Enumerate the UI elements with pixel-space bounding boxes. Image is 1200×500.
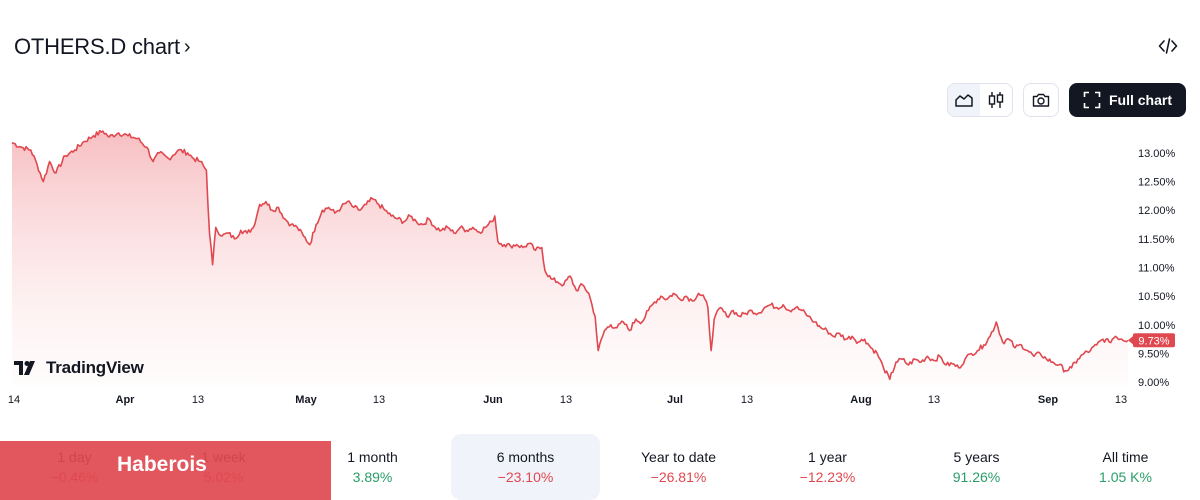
y-tick-label: 12.00% xyxy=(1138,205,1176,217)
last-value-badge-bg xyxy=(1133,333,1175,348)
tradingview-logo-text: TradingView xyxy=(46,358,144,377)
x-tick-label: Sep xyxy=(1038,394,1058,406)
x-axis: 14 Apr 13 May 13 Jun 13 Jul 13 Aug 13 Sep 13 xyxy=(8,394,1127,406)
period-change: 1.05 K% xyxy=(1099,469,1152,485)
period-change: 3.89% xyxy=(352,469,393,485)
y-tick-label: 9.50% xyxy=(1138,348,1169,360)
area-chart-button[interactable] xyxy=(947,84,980,116)
period-change: −23.10% xyxy=(497,469,554,485)
chart-style-toggle xyxy=(946,83,1013,117)
period-label: 1 month xyxy=(347,449,398,465)
candlestick-icon xyxy=(988,92,1004,108)
fullscreen-icon xyxy=(1083,91,1101,109)
y-axis: 13.00% 12.50% 12.00% 11.50% 11.00% 10.50% 10.0… xyxy=(1138,148,1176,389)
period-change: −12.23% xyxy=(799,469,856,485)
y-tick-label: 10.50% xyxy=(1138,291,1176,303)
chart-toolbar: Full chart xyxy=(946,83,1186,117)
period-tab[interactable]: 1 month 3.89% xyxy=(298,434,447,500)
candlestick-button[interactable] xyxy=(980,84,1012,116)
x-tick-label: Jun xyxy=(483,394,503,406)
last-value-label: 9.73% xyxy=(1138,335,1169,347)
y-tick-label: 12.50% xyxy=(1138,177,1176,189)
tradingview-logo[interactable]: TradingView xyxy=(14,358,144,378)
chart-series-line xyxy=(11,130,1129,381)
tradingview-logo-icon xyxy=(14,361,35,375)
x-tick-label: 13 xyxy=(928,394,940,406)
y-tick-label: 11.50% xyxy=(1138,234,1175,246)
camera-icon xyxy=(1032,93,1050,107)
x-tick-label: 13 xyxy=(741,394,753,406)
period-change: −26.81% xyxy=(650,469,707,485)
y-tick-label: 11.00% xyxy=(1138,263,1175,275)
x-tick-label: 13 xyxy=(192,394,204,406)
full-chart-label: Full chart xyxy=(1108,92,1172,108)
x-tick-label: 13 xyxy=(373,394,385,406)
area-chart-icon xyxy=(955,94,973,107)
last-value-pointer xyxy=(1128,335,1134,346)
period-label: Year to date xyxy=(641,449,716,465)
x-tick-label: Apr xyxy=(116,394,136,406)
y-tick-label: 10.00% xyxy=(1138,320,1176,332)
y-tick-label: 9.00% xyxy=(1138,377,1169,389)
x-tick-label: May xyxy=(295,394,317,406)
period-label: All time xyxy=(1102,449,1149,465)
overlay-banner: Haberois xyxy=(0,441,331,500)
period-tab[interactable]: Year to date −26.81% xyxy=(604,434,753,500)
period-change: 91.26% xyxy=(952,469,1001,485)
period-label: 5 years xyxy=(953,449,1000,465)
x-tick-label: 13 xyxy=(560,394,572,406)
code-icon[interactable] xyxy=(1158,36,1178,56)
period-label: 6 months xyxy=(496,449,555,465)
period-tab[interactable]: 5 years 91.26% xyxy=(902,434,1051,500)
screenshot-button[interactable] xyxy=(1022,83,1059,117)
chart-area-fill xyxy=(12,130,1128,385)
full-chart-button[interactable]: Full chart xyxy=(1068,83,1186,117)
page-title[interactable]: OTHERS.D chart › xyxy=(14,34,191,60)
x-tick-label: Jul xyxy=(667,394,683,406)
x-tick-label: Aug xyxy=(850,394,871,406)
chart-title: OTHERS.D chart xyxy=(14,34,180,59)
period-label: 1 year xyxy=(808,449,847,465)
overlay-text: Haberois xyxy=(117,453,207,476)
period-tab[interactable]: 1 year −12.23% xyxy=(753,434,902,500)
x-tick-label: 14 xyxy=(8,394,20,406)
period-tab[interactable]: 6 months −23.10% xyxy=(451,434,600,500)
period-tab[interactable]: All time 1.05 K% xyxy=(1051,434,1200,500)
last-value-badge: 9.73% xyxy=(1128,333,1175,348)
x-tick-label: 13 xyxy=(1115,394,1127,406)
y-tick-label: 13.00% xyxy=(1138,148,1176,160)
price-chart[interactable]: 13.00% 12.50% 12.00% 11.50% 11.00% 10.50% 10.0… xyxy=(0,130,1200,415)
chevron-right-icon: › xyxy=(183,35,191,58)
